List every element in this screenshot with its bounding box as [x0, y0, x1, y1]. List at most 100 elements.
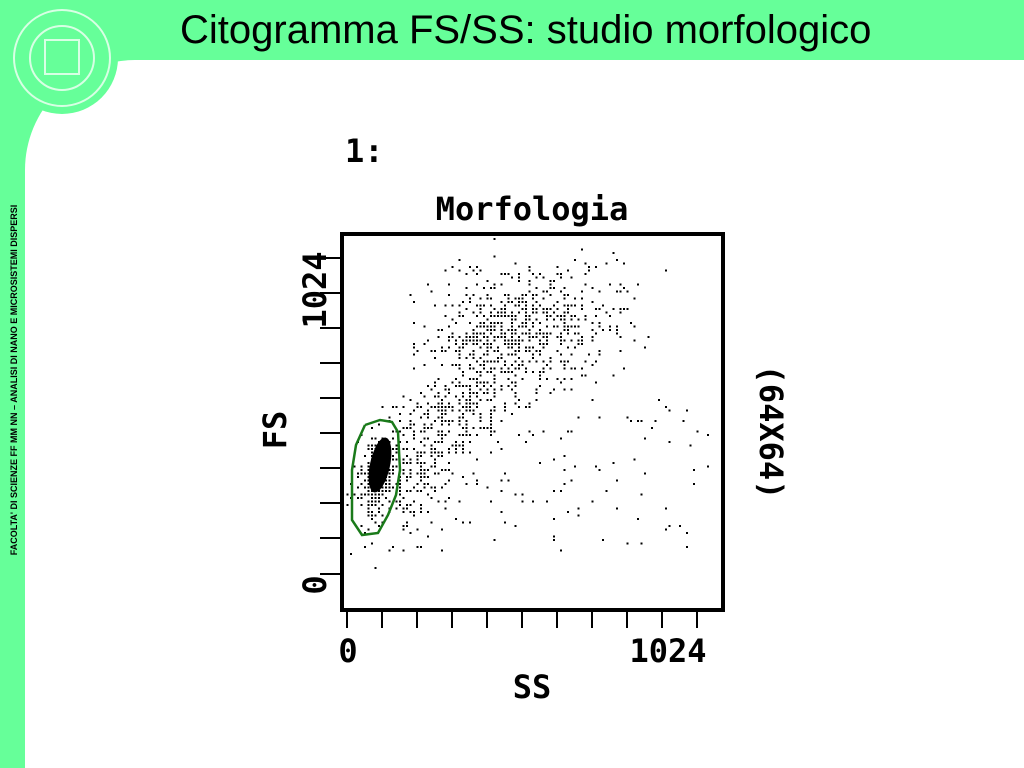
- event-dot: [448, 497, 450, 499]
- event-dot: [504, 406, 506, 408]
- event-dot: [563, 455, 566, 457]
- event-dot: [479, 311, 482, 314]
- event-dot: [539, 350, 541, 352]
- event-dot: [686, 532, 688, 534]
- event-dot: [549, 294, 552, 296]
- event-dot: [630, 420, 632, 422]
- event-dot: [549, 283, 552, 286]
- event-dot: [532, 294, 534, 296]
- event-dot: [399, 479, 401, 482]
- y-axis-label: FS: [256, 411, 294, 450]
- event-dot: [395, 465, 398, 468]
- event-dot: [500, 329, 503, 331]
- event-dot: [507, 353, 510, 356]
- event-dot: [458, 353, 461, 356]
- event-dot: [430, 455, 433, 457]
- event-dot: [500, 308, 503, 310]
- event-dot: [563, 315, 566, 317]
- event-dot: [402, 511, 405, 513]
- event-dot: [574, 465, 576, 468]
- event-dot: [525, 332, 527, 335]
- event-dot: [535, 311, 538, 314]
- event-dot: [479, 416, 482, 419]
- event-dot: [658, 399, 660, 401]
- event-dot: [616, 507, 618, 510]
- event-dot: [458, 367, 461, 370]
- event-dot: [504, 332, 506, 335]
- event-dot: [500, 332, 503, 335]
- event-dot: [402, 406, 405, 408]
- event-dot: [581, 297, 583, 300]
- event-dot: [500, 301, 503, 303]
- event-dot: [490, 371, 492, 373]
- event-dot: [465, 423, 468, 426]
- event-dot: [402, 434, 405, 436]
- event-dot: [416, 528, 419, 531]
- event-dot: [451, 381, 454, 384]
- event-dot: [486, 371, 489, 373]
- event-dot: [420, 455, 422, 457]
- event-dot: [413, 486, 415, 489]
- event-dot: [486, 339, 489, 342]
- event-dot: [616, 329, 618, 331]
- event-dot: [497, 441, 499, 443]
- event-dot: [434, 441, 436, 443]
- event-dot: [448, 392, 450, 394]
- event-dot: [528, 332, 531, 335]
- event-dot: [483, 287, 485, 289]
- event-dot: [511, 353, 513, 356]
- event-dot: [392, 486, 394, 489]
- event-dot: [416, 546, 419, 548]
- event-dot: [497, 346, 499, 349]
- event-dot: [591, 287, 594, 289]
- event-dot: [465, 336, 468, 338]
- event-dot: [679, 525, 681, 527]
- event-dot: [570, 388, 573, 391]
- event-dot: [392, 546, 394, 548]
- event-dot: [542, 308, 545, 310]
- event-dot: [570, 430, 573, 433]
- event-dot: [462, 374, 464, 377]
- event-dot: [413, 430, 415, 433]
- event-dot: [619, 311, 622, 314]
- event-dot: [483, 385, 485, 387]
- event-dot: [532, 371, 534, 373]
- dense-cluster: [368, 437, 392, 493]
- event-dot: [444, 507, 447, 510]
- event-dot: [472, 311, 475, 314]
- event-dot: [563, 339, 566, 342]
- event-dot: [420, 469, 422, 471]
- event-dot: [465, 402, 468, 405]
- event-dot: [472, 350, 475, 352]
- event-dot: [385, 497, 387, 499]
- event-dot: [511, 343, 513, 345]
- event-dot: [409, 462, 412, 464]
- event-dot: [437, 402, 440, 405]
- event-dot: [514, 395, 517, 398]
- event-dot: [500, 322, 503, 324]
- event-dot: [619, 283, 622, 286]
- event-dot: [553, 490, 555, 492]
- event-dot: [399, 413, 401, 415]
- event-dot: [486, 297, 489, 300]
- event-dot: [612, 374, 615, 377]
- event-dot: [437, 451, 440, 454]
- event-dot: [532, 311, 534, 314]
- event-dot: [416, 483, 419, 485]
- event-dot: [458, 346, 461, 349]
- event-dot: [668, 441, 671, 443]
- y-tick-label: 1024: [296, 251, 334, 328]
- event-dot: [465, 434, 468, 436]
- event-dot: [532, 434, 534, 436]
- event-dot: [490, 304, 492, 307]
- event-dot: [367, 490, 370, 492]
- event-dot: [430, 427, 433, 429]
- event-dot: [570, 318, 573, 321]
- event-dot: [416, 458, 419, 461]
- event-dot: [416, 402, 419, 405]
- event-dot: [570, 325, 573, 328]
- event-dot: [437, 329, 440, 331]
- event-dot: [483, 332, 485, 335]
- event-dot: [525, 318, 527, 321]
- event-dot: [455, 448, 457, 450]
